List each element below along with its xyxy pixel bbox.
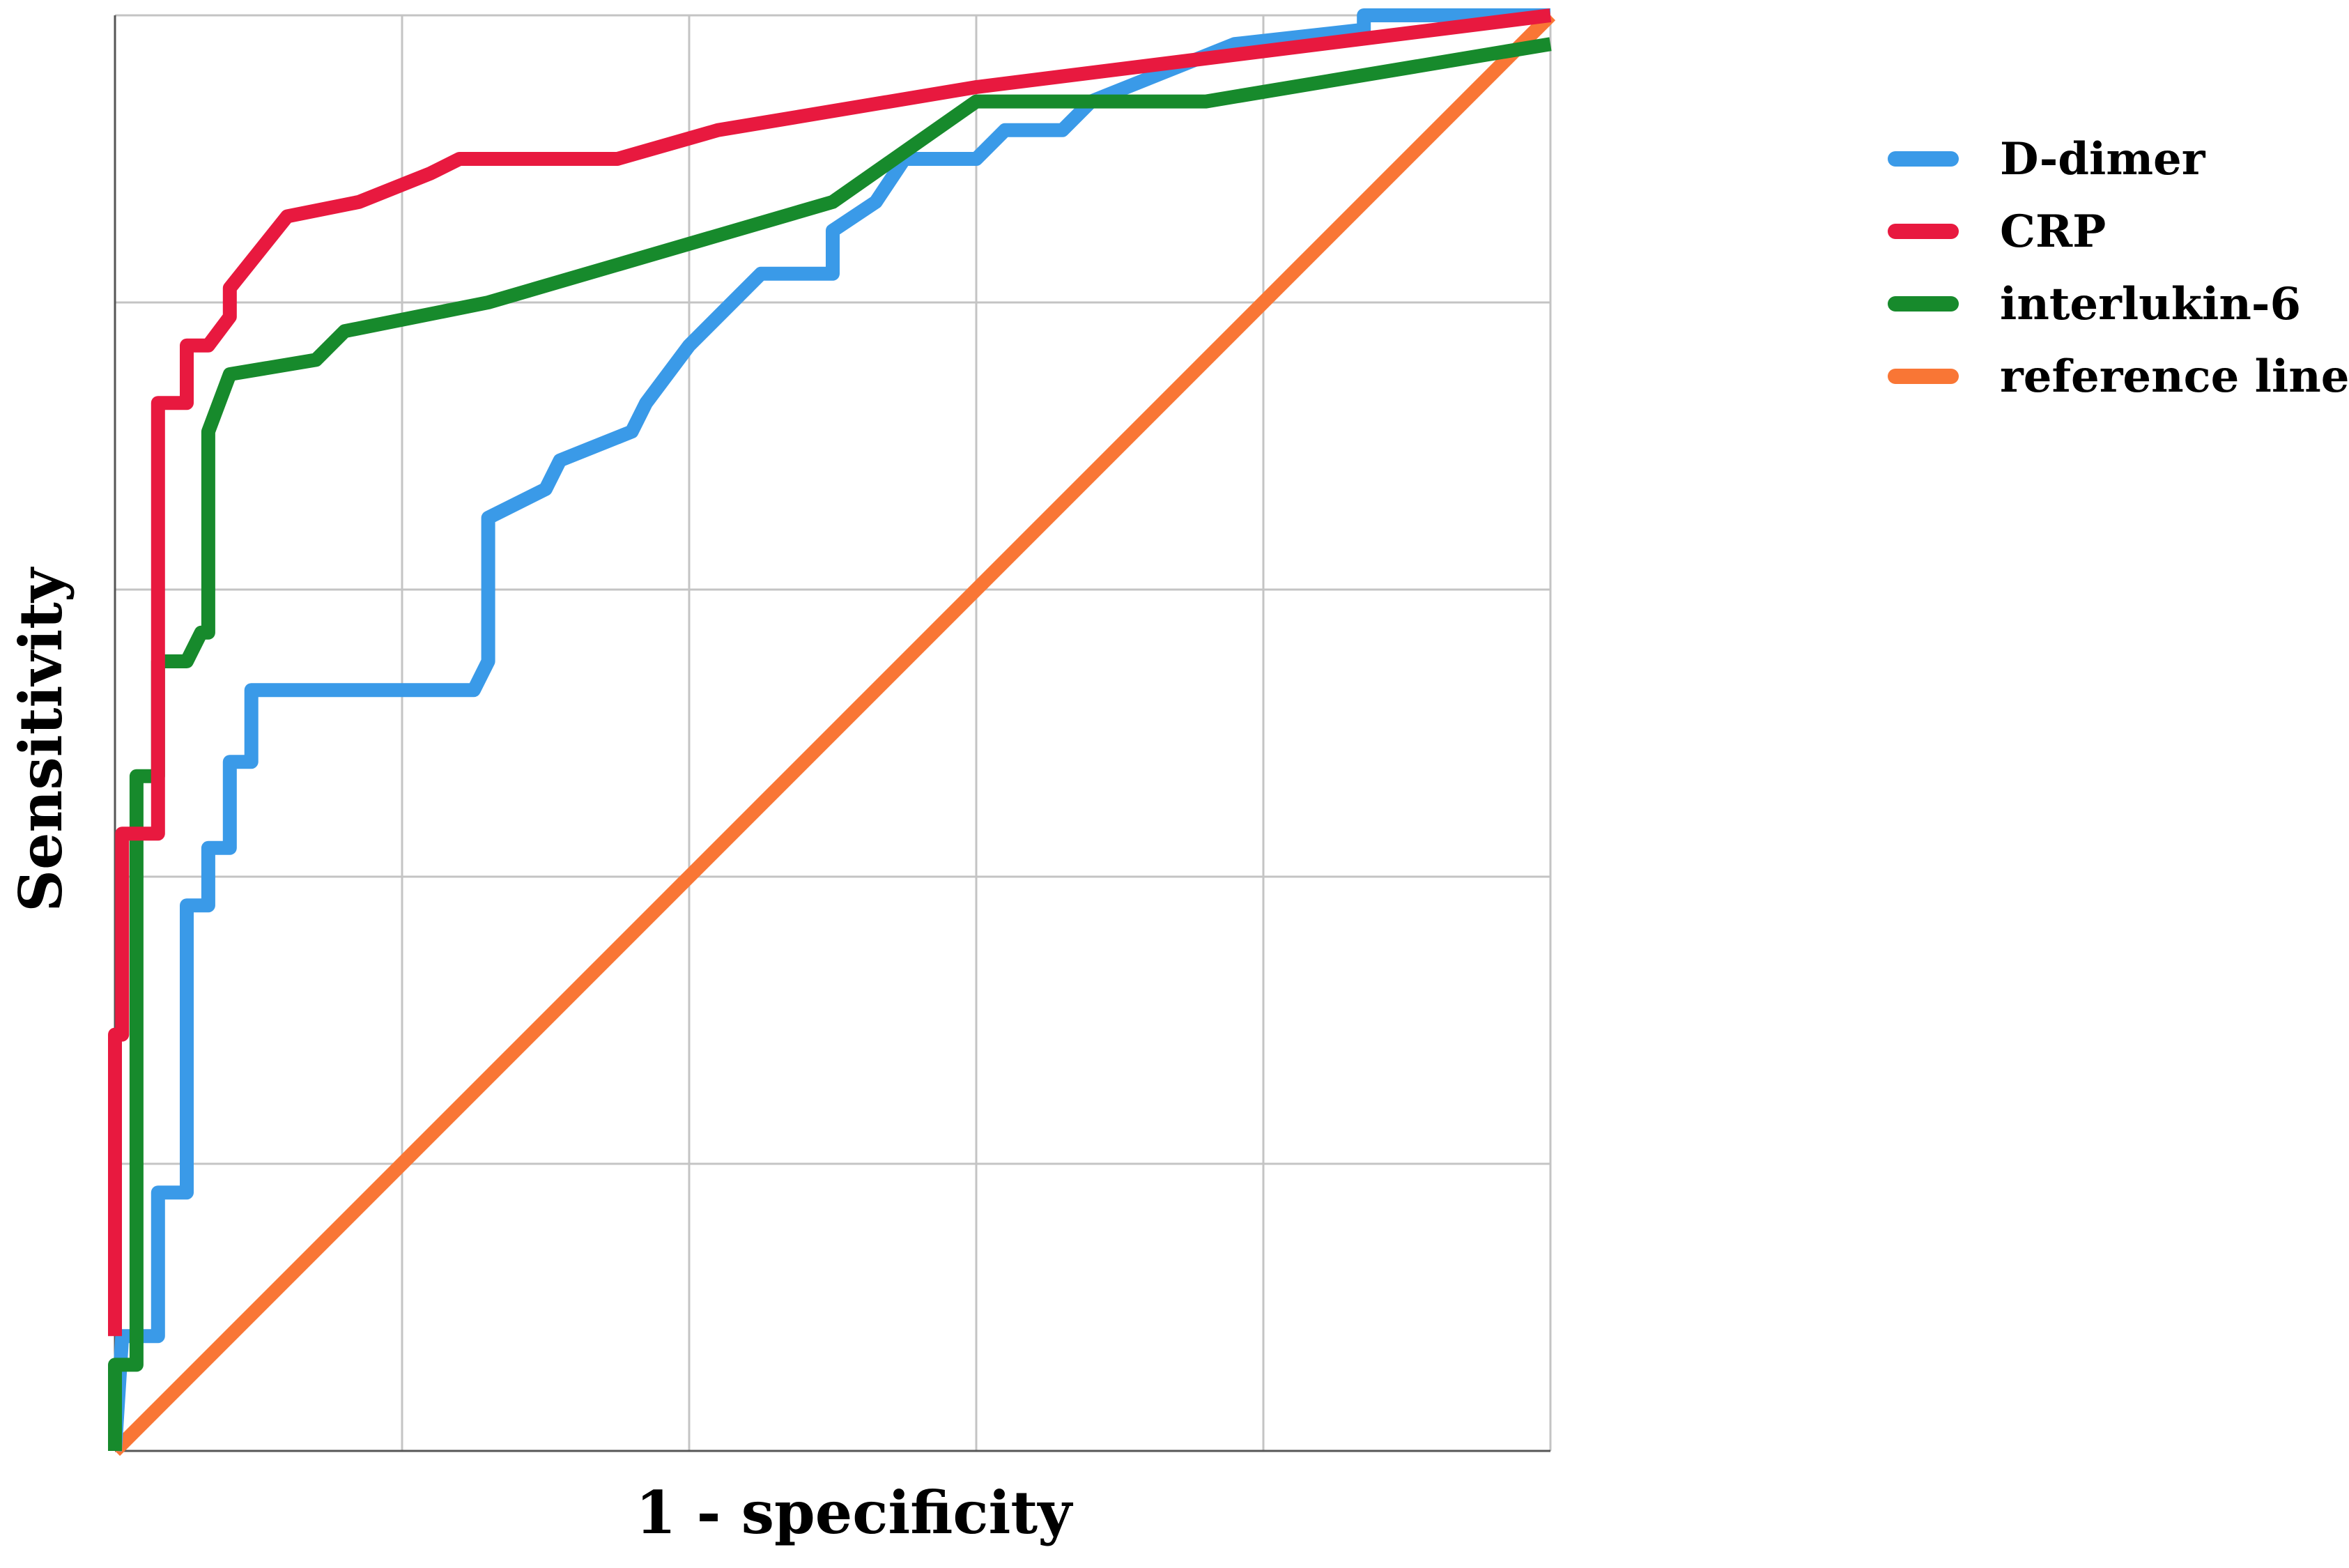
x-axis-title: 1 - specificity	[636, 1478, 1073, 1547]
legend-label-interlukin-6: interlukin-6	[2000, 278, 2301, 330]
legend-label-reference-line: reference line	[2000, 351, 2349, 403]
grid	[115, 14, 1552, 1451]
legend-label-d-dimer: D-dimer	[2000, 133, 2206, 185]
legend: D-dimer CRP interlukin-6 reference line	[1888, 133, 2349, 403]
y-axis-title: Sensitivity	[6, 567, 75, 912]
series-line-crp	[108, 8, 1552, 1337]
series-line-interlukin-6	[108, 37, 1552, 1451]
series-line-reference-line	[109, 10, 1556, 1456]
legend-label-crp: CRP	[2000, 206, 2106, 258]
series-line-d-dimer	[108, 8, 1550, 1452]
series-lines	[108, 8, 1556, 1456]
